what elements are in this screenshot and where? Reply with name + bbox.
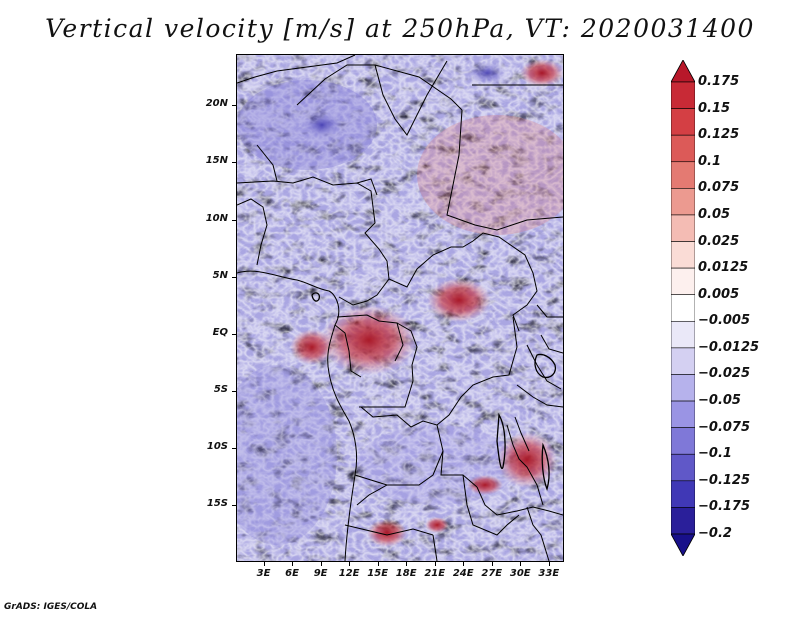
colorbar-bin	[671, 241, 695, 269]
map-panel	[236, 54, 564, 562]
colorbar-bin	[671, 453, 695, 482]
lat-label-15n: 15N	[205, 155, 228, 167]
lat-tick	[232, 162, 236, 164]
plot-title: Vertical velocity [m/s] at 250hPa, VT: 2…	[45, 14, 755, 43]
lat-tick	[232, 105, 236, 107]
lon-tick	[548, 562, 550, 566]
cb-label: 0.005	[698, 286, 740, 302]
lon-label-33e: 33E	[538, 568, 560, 579]
colorbar-bin	[671, 81, 695, 109]
grads-credit: GrADS: IGES/COLA	[4, 602, 98, 612]
lon-tick	[320, 562, 322, 566]
lon-label-27e: 27E	[481, 568, 503, 579]
lon-label-6e: 6E	[285, 568, 299, 579]
cb-label: −0.0125	[698, 339, 760, 355]
lat-label-5s: 5S	[213, 383, 228, 395]
colorbar-bin	[671, 294, 695, 322]
cb-label: −0.2	[698, 526, 732, 541]
colorbar-bin	[671, 480, 695, 508]
cb-label: −0.075	[698, 419, 751, 435]
colorbar-bin	[671, 214, 695, 242]
cb-label: −0.175	[698, 499, 751, 515]
cb-label: 0.05	[698, 206, 731, 222]
lat-label-10s: 10S	[206, 440, 228, 452]
lon-label-3e: 3E	[256, 568, 271, 579]
country-boundaries	[237, 55, 563, 561]
colorbar-bin	[671, 347, 695, 375]
lon-tick	[292, 562, 294, 566]
lat-tick	[232, 219, 236, 221]
lon-label-15e: 15E	[367, 568, 389, 579]
cb-label: 0.175	[698, 74, 740, 89]
vertical-velocity-field	[237, 55, 563, 561]
colorbar-bin	[671, 188, 695, 216]
cb-label: 0.0125	[698, 260, 749, 276]
lon-label-30e: 30E	[509, 568, 531, 579]
colorbar-bottom-cap	[671, 533, 695, 556]
cb-label: −0.1	[698, 446, 732, 462]
lat-label-5n: 5N	[212, 269, 228, 281]
cb-label: 0.125	[698, 127, 740, 143]
colorbar-bin	[671, 400, 695, 428]
lon-tick	[491, 562, 493, 566]
lon-label-12e: 12E	[338, 568, 360, 579]
cb-label: −0.125	[698, 472, 751, 488]
colorbar-bin	[671, 374, 695, 402]
colorbar-bin	[671, 507, 695, 535]
lat-label-10n: 10N	[205, 212, 228, 224]
colorbar-bin	[671, 161, 695, 189]
lon-tick	[463, 562, 465, 566]
lat-tick	[232, 390, 236, 392]
lon-tick	[520, 562, 522, 566]
lon-label-9e: 9E	[313, 568, 328, 579]
lon-tick	[349, 562, 351, 566]
lat-tick	[232, 447, 236, 449]
lat-tick	[232, 333, 236, 335]
cb-label: −0.005	[698, 313, 751, 329]
colorbar-bin	[671, 320, 695, 349]
lon-tick	[406, 562, 408, 566]
lat-tick	[232, 504, 236, 506]
cb-label: 0.15	[698, 100, 731, 116]
lon-label-18e: 18E	[395, 568, 417, 579]
lon-tick	[434, 562, 436, 566]
colorbar-bin	[671, 427, 695, 455]
cb-label: 0.1	[698, 153, 722, 169]
lat-label-15s: 15S	[206, 497, 228, 509]
colorbar-bin	[671, 108, 695, 136]
lon-label-24e: 24E	[452, 568, 474, 579]
colorbar-bin	[671, 134, 695, 163]
lon-tick	[263, 562, 265, 566]
colorbar	[671, 60, 695, 556]
lon-tick	[377, 562, 379, 566]
lat-label-20n: 20N	[205, 98, 228, 110]
colorbar-bin	[671, 267, 695, 296]
lon-label-21e: 21E	[424, 568, 446, 579]
colorbar-top-cap	[671, 60, 695, 83]
lat-label-eq: EQ	[212, 326, 228, 338]
cb-label: −0.05	[698, 393, 741, 409]
cb-label: 0.075	[698, 180, 740, 196]
cb-label: 0.025	[698, 233, 740, 249]
lat-tick	[232, 276, 236, 278]
cb-label: −0.025	[698, 366, 751, 382]
